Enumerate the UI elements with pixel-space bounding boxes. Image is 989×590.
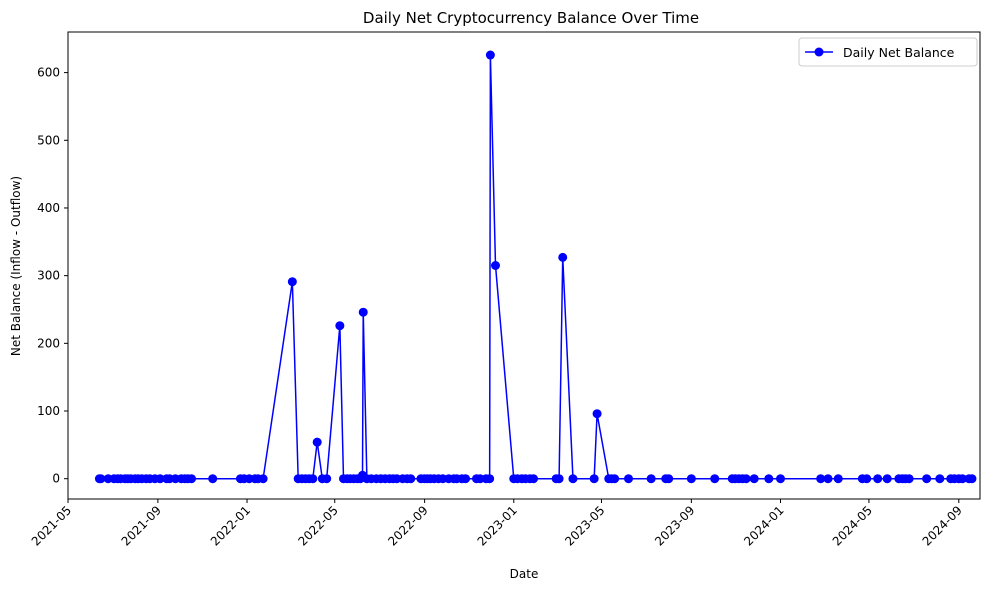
data-point: [741, 474, 751, 484]
data-point: [873, 474, 883, 484]
plot-area: [94, 50, 977, 484]
data-point: [957, 474, 967, 484]
legend: Daily Net Balance: [798, 37, 978, 67]
data-point: [592, 409, 602, 419]
data-point: [922, 474, 932, 484]
legend-label: Daily Net Balance: [843, 45, 955, 60]
data-point: [461, 474, 471, 484]
data-point: [624, 474, 633, 484]
data-point: [287, 277, 297, 287]
data-point: [764, 474, 774, 484]
data-point: [308, 474, 318, 484]
data-point: [646, 474, 656, 484]
y-axis-label: Net Balance (Inflow - Outflow): [9, 176, 23, 356]
data-point: [776, 474, 785, 484]
data-point: [491, 261, 500, 270]
data-point: [823, 474, 833, 484]
data-point: [322, 474, 332, 484]
y-tick-label: 200: [37, 336, 60, 350]
data-point: [882, 474, 892, 484]
data-point: [96, 474, 106, 484]
data-point: [155, 474, 165, 484]
data-point: [610, 474, 620, 484]
data-point: [558, 252, 568, 262]
data-point: [485, 50, 495, 60]
axes-frame: [67, 31, 981, 500]
data-point: [358, 307, 368, 317]
data-point: [686, 474, 696, 484]
data-point: [589, 474, 599, 484]
y-tick-label: 0: [52, 472, 60, 486]
data-point: [862, 474, 872, 484]
data-point: [664, 474, 674, 484]
data-point: [406, 474, 416, 484]
data-point: [935, 474, 945, 484]
y-tick-label: 100: [37, 404, 60, 418]
chart-title: Daily Net Cryptocurrency Balance Over Ti…: [363, 9, 699, 27]
legend-box: [798, 37, 978, 67]
y-tick-label: 600: [37, 66, 60, 80]
data-point: [258, 474, 268, 484]
data-point: [749, 474, 759, 484]
data-point: [568, 474, 578, 484]
data-point: [967, 474, 977, 484]
data-point: [710, 474, 720, 484]
y-tick-label: 500: [37, 133, 60, 147]
data-point: [554, 474, 564, 484]
data-point: [816, 474, 826, 484]
data-point: [208, 474, 218, 484]
x-axis-label: Date: [510, 567, 539, 581]
data-point: [529, 474, 538, 484]
data-point: [312, 437, 322, 447]
legend-marker-swatch: [814, 47, 824, 57]
data-point: [187, 474, 196, 484]
y-tick-label: 400: [37, 201, 60, 215]
data-point: [485, 474, 495, 484]
data-point: [833, 474, 843, 484]
data-point: [904, 474, 914, 484]
data-point: [335, 321, 345, 331]
y-tick-label: 300: [37, 269, 60, 283]
